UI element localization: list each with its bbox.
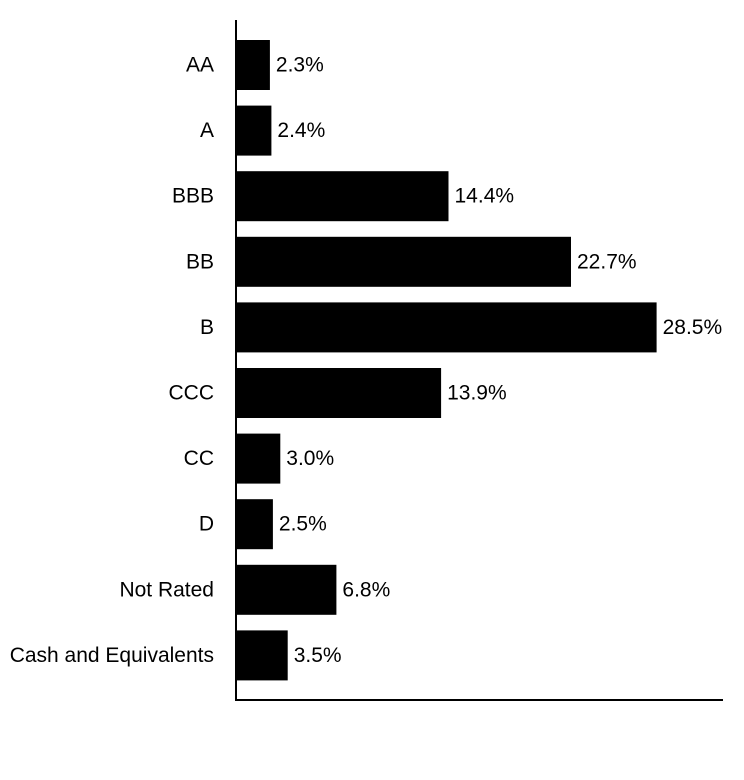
value-label-d: 2.5% <box>279 513 327 536</box>
value-label-cash-and-equivalents: 3.5% <box>294 644 342 667</box>
category-label-bb: BB <box>186 250 214 273</box>
category-label-a: A <box>200 119 214 142</box>
bar-aa <box>236 40 270 90</box>
value-label-ccc: 13.9% <box>447 382 507 405</box>
category-label-b: B <box>200 316 214 339</box>
bar-bbb <box>236 171 449 222</box>
bar-cc <box>236 433 281 484</box>
category-label-aa: AA <box>186 54 214 77</box>
value-label-b: 28.5% <box>663 316 723 339</box>
value-label-aa: 2.3% <box>276 54 324 77</box>
value-label-bbb: 14.4% <box>455 185 515 208</box>
category-label-not-rated: Not Rated <box>119 578 214 601</box>
value-label-not-rated: 6.8% <box>342 578 390 601</box>
bar-d <box>236 499 273 550</box>
category-label-bbb: BBB <box>172 185 214 208</box>
bar-b <box>236 302 657 353</box>
bars-group <box>236 40 657 681</box>
bar-ccc <box>236 368 442 418</box>
category-label-ccc: CCC <box>169 382 215 405</box>
category-label-cash-and-equivalents: Cash and Equivalents <box>10 644 214 667</box>
category-label-d: D <box>199 513 214 536</box>
value-labels: 2.3% 2.4% 14.4% 22.7% 28.5% 13.9% 3.0% 2.5% 6.8%… <box>276 54 722 667</box>
value-label-cc: 3.0% <box>286 447 334 470</box>
category-label-cc: CC <box>184 447 214 470</box>
bar-not-rated <box>236 564 337 615</box>
bar-cash-and-equivalents <box>236 630 288 681</box>
value-label-a: 2.4% <box>277 119 325 142</box>
bar-a <box>236 105 272 156</box>
bar-bb <box>236 236 571 287</box>
value-label-bb: 22.7% <box>577 250 637 273</box>
